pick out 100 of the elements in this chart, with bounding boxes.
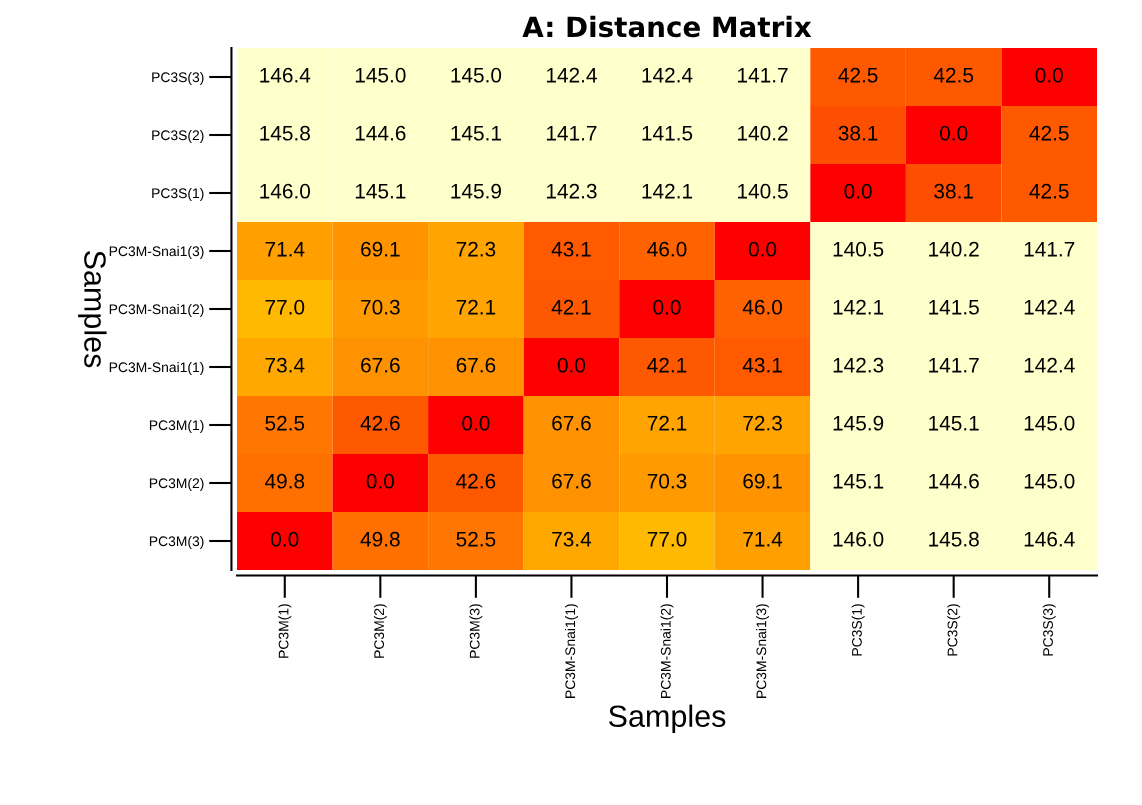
data-label: 140.2 [738, 125, 788, 141]
data-label: 140.5 [833, 241, 884, 257]
data-label: 71.4 [743, 532, 783, 547]
data-label: 46.0 [742, 299, 783, 315]
data-label: 77.0 [265, 299, 305, 315]
data-label: 146.0 [833, 531, 884, 547]
data-label: 38.1 [838, 125, 878, 141]
x-tick-label: PC3M(1) [278, 604, 292, 658]
data-label: 0.0 [462, 415, 490, 431]
data-label: 141.5 [642, 126, 693, 141]
data-label: 140.2 [929, 241, 979, 257]
data-label: 72.1 [647, 415, 687, 431]
x-tick-label: PC3S(3) [1042, 604, 1056, 656]
x-tick-label: PC3M-Snai1(2) [660, 604, 674, 698]
data-label: 145.1 [451, 126, 501, 141]
data-label: 141.5 [929, 300, 979, 315]
x-tick-label: PC3M(3) [469, 604, 483, 658]
data-label: 0.0 [844, 183, 872, 199]
data-label: 52.5 [265, 415, 305, 431]
data-label: 43.1 [742, 357, 782, 373]
y-tick-label: PC3M(2) [149, 477, 204, 491]
data-label: 141.7 [546, 126, 597, 141]
data-label: 146.0 [260, 183, 311, 199]
y-axis-title: Samples [78, 250, 107, 368]
data-label: 142.3 [546, 183, 597, 199]
data-label: 142.4 [642, 67, 693, 83]
x-axis-title: Samples [608, 704, 726, 734]
y-tick-label: PC3M(3) [149, 535, 204, 549]
data-label: 69.1 [743, 473, 782, 489]
data-label: 73.4 [552, 531, 592, 547]
data-label: 42.5 [933, 67, 974, 83]
data-label: 46.0 [647, 241, 687, 257]
data-label: 42.6 [360, 415, 400, 431]
data-label: 72.3 [743, 415, 782, 431]
y-tick-label: PC3S(2) [152, 129, 204, 143]
data-label: 145.8 [260, 125, 310, 141]
data-label: 42.5 [1029, 183, 1069, 199]
data-label: 145.1 [833, 474, 884, 489]
data-label: 42.5 [838, 67, 878, 83]
data-label: 142.3 [833, 357, 884, 373]
data-label: 52.5 [456, 531, 496, 547]
data-label: 42.5 [1029, 125, 1069, 141]
data-label: 145.9 [451, 183, 501, 199]
data-label: 145.0 [355, 67, 406, 83]
data-label: 67.6 [361, 357, 400, 373]
x-tick-label: PC3M(2) [373, 604, 387, 658]
x-tick-label: PC3S(1) [851, 604, 865, 656]
data-label: 145.1 [929, 416, 979, 431]
y-tick-label: PC3S(1) [152, 187, 204, 201]
data-label: 43.1 [551, 241, 591, 257]
data-label: 0.0 [271, 531, 299, 547]
data-label: 67.6 [456, 357, 496, 373]
data-label: 70.3 [361, 299, 400, 315]
data-label: 141.7 [929, 358, 979, 373]
data-label: 142.4 [1024, 299, 1075, 315]
data-label: 144.6 [929, 473, 979, 489]
data-label: 42.1 [647, 357, 687, 373]
data-label: 145.1 [355, 184, 406, 199]
x-tick-label: PC3M-Snai1(1) [564, 604, 578, 698]
data-label: 0.0 [653, 299, 681, 315]
data-label: 145.0 [451, 67, 502, 83]
data-label: 38.1 [934, 183, 973, 199]
data-label: 0.0 [557, 357, 586, 373]
data-label: 49.8 [264, 473, 305, 489]
x-tick-label: PC3M-Snai1(3) [756, 604, 770, 698]
data-label: 72.1 [456, 299, 496, 315]
data-label: 69.1 [361, 241, 400, 257]
data-label: 77.0 [647, 531, 687, 547]
data-label: 73.4 [265, 357, 305, 373]
data-label: 67.6 [552, 415, 591, 431]
data-label: 142.1 [642, 183, 693, 199]
data-label: 146.4 [1024, 531, 1075, 547]
data-label: 145.0 [1024, 415, 1075, 431]
data-label: 42.6 [456, 473, 496, 489]
data-label: 146.4 [260, 67, 311, 83]
data-label: 67.6 [552, 473, 591, 489]
data-label: 0.0 [748, 241, 777, 257]
y-tick-label: PC3M-Snai1(1) [109, 361, 204, 375]
data-label: 145.0 [1024, 473, 1075, 489]
data-label: 0.0 [1035, 67, 1063, 83]
data-label: 142.4 [546, 67, 597, 83]
y-tick-label: PC3M-Snai1(3) [109, 245, 204, 259]
data-label: 141.7 [1024, 242, 1075, 257]
y-tick-label: PC3M-Snai1(2) [109, 303, 204, 317]
data-label: 144.6 [355, 125, 406, 141]
data-label: 145.9 [833, 415, 884, 431]
data-label: 0.0 [940, 125, 968, 141]
data-label: 71.4 [265, 242, 305, 257]
data-label: 70.3 [647, 473, 687, 489]
x-tick-label: PC3S(2) [947, 604, 961, 656]
data-label: 142.1 [833, 299, 884, 315]
data-label: 141.7 [738, 68, 788, 83]
data-label: 42.1 [551, 299, 591, 315]
data-label: 0.0 [366, 473, 394, 489]
data-label: 140.5 [738, 183, 788, 199]
data-label: 145.8 [929, 531, 979, 547]
chart-title: A: Distance Matrix [522, 15, 812, 38]
y-tick-label: PC3M(1) [149, 419, 204, 433]
y-tick-label: PC3S(3) [152, 71, 204, 85]
data-label: 72.3 [456, 241, 496, 257]
